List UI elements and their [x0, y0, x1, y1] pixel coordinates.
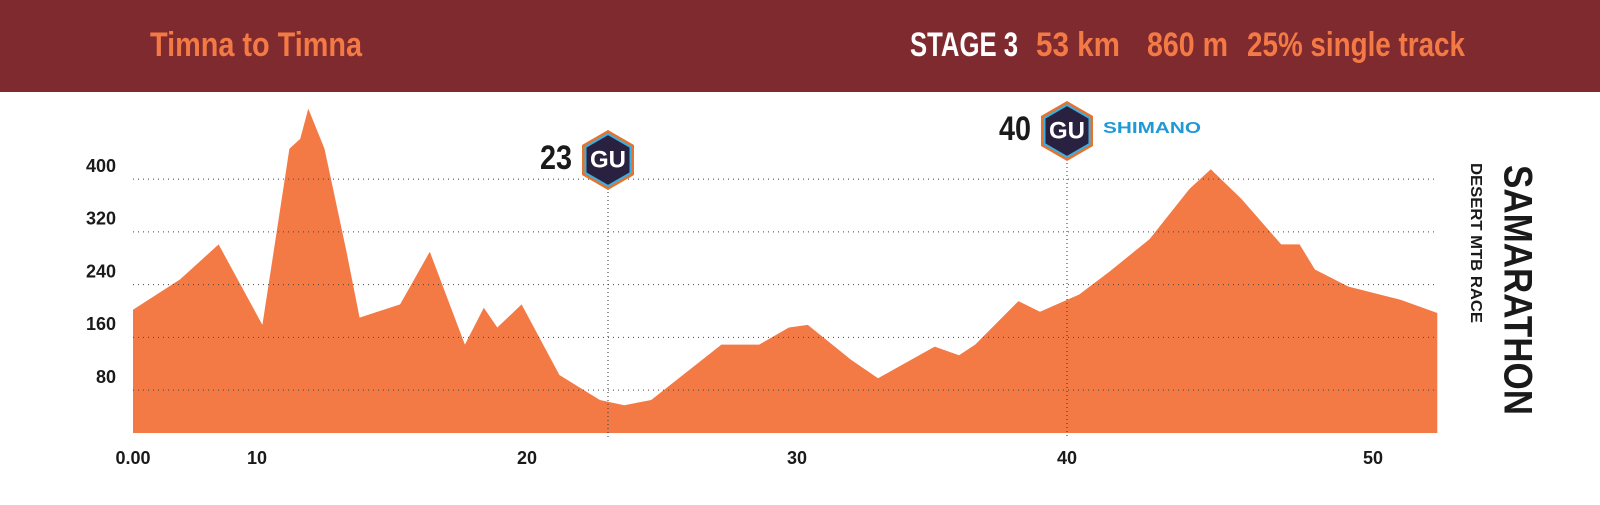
logo-text: GU — [590, 146, 626, 173]
x-tick-label: 0.00 — [115, 448, 150, 468]
y-tick-label: 400 — [86, 156, 116, 176]
distance-label: 53 km — [1036, 26, 1120, 64]
header-band — [0, 0, 1600, 92]
x-tick-label: 50 — [1363, 448, 1383, 468]
y-tick-label: 160 — [86, 314, 116, 334]
logo-badge — [584, 132, 632, 188]
y-tick-label: 240 — [86, 261, 116, 281]
y-tick-label: 320 — [86, 209, 116, 229]
brand-name: SAMARATHON — [1495, 165, 1539, 415]
feed-zone-km: 40 — [999, 110, 1031, 148]
single-track-label: 25% single track — [1247, 26, 1465, 64]
feed-zone-km: 23 — [540, 139, 572, 177]
stage-label: STAGE 3 — [910, 26, 1018, 64]
x-tick-label: 10 — [247, 448, 267, 468]
climb-label: 860 m — [1147, 26, 1228, 64]
x-tick-label: 20 — [517, 448, 537, 468]
y-tick-label: 80 — [96, 367, 116, 387]
chart-title: Timna to Timna — [150, 26, 363, 64]
sponsor-text: SHIMANO — [1103, 120, 1201, 137]
elevation-area — [133, 108, 1438, 433]
x-tick-label: 40 — [1057, 448, 1077, 468]
brand-tagline: DESERT MTB RACE — [1467, 163, 1484, 323]
logo-badge — [1043, 103, 1091, 159]
logo-text: GU — [1049, 117, 1085, 144]
x-tick-label: 30 — [787, 448, 807, 468]
